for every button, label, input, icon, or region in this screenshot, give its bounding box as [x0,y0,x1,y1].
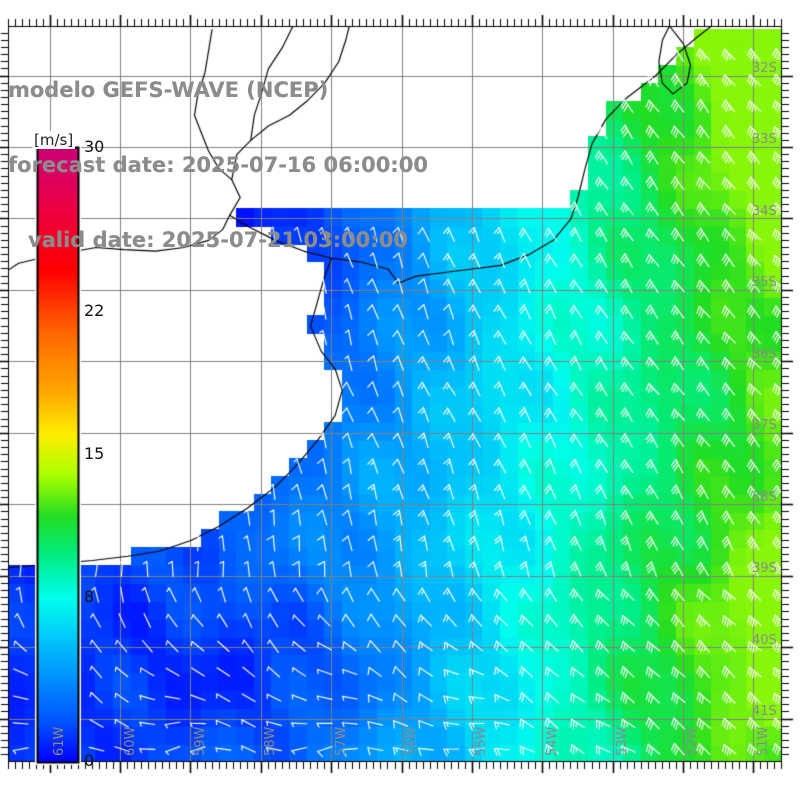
colorbar-tick-15: 15 [84,444,105,463]
lat-label-40S: 40S [752,632,777,648]
lat-label-33S: 33S [752,132,777,148]
colorbar-tick-22: 22 [84,300,105,320]
lat-label-39S: 39S [752,561,777,577]
title-block: modelo GEFS-WAVE (NCEP) forecast date: 2… [8,28,428,303]
lon-label-55W: 55W [474,726,490,756]
lon-label-60W: 60W [122,726,138,756]
lon-label-54W: 54W [544,726,560,756]
colorbar-tick-8: 8 [84,587,95,607]
lon-label-58W: 58W [263,726,279,756]
lat-label-36S: 36S [752,346,777,362]
colorbar-unit-label: [m/s] [32,131,76,149]
lon-label-51W: 51W [755,726,771,756]
lat-label-37S: 37S [752,418,777,434]
lon-label-61W: 61W [52,726,68,756]
lon-label-56W: 56W [404,726,420,756]
lat-label-34S: 34S [752,203,777,219]
valid-date-line: valid date: 2025-07-21 03:00:00 [28,228,408,252]
lat-label-41S: 41S [752,704,777,720]
colorbar-tick-30: 30 [84,137,105,156]
lon-label-53W: 53W [615,726,631,756]
colorbar-tick-0: 0 [84,751,95,770]
lat-label-32S: 32S [752,61,777,77]
forecast-date-line: forecast date: 2025-07-16 06:00:00 [8,153,428,177]
lat-label-38S: 38S [752,489,777,505]
lon-label-57W: 57W [333,726,349,756]
lon-label-59W: 59W [192,726,208,756]
lat-label-35S: 35S [752,275,777,291]
model-title-line: modelo GEFS-WAVE (NCEP) [8,78,329,102]
lon-label-52W: 52W [685,726,701,756]
